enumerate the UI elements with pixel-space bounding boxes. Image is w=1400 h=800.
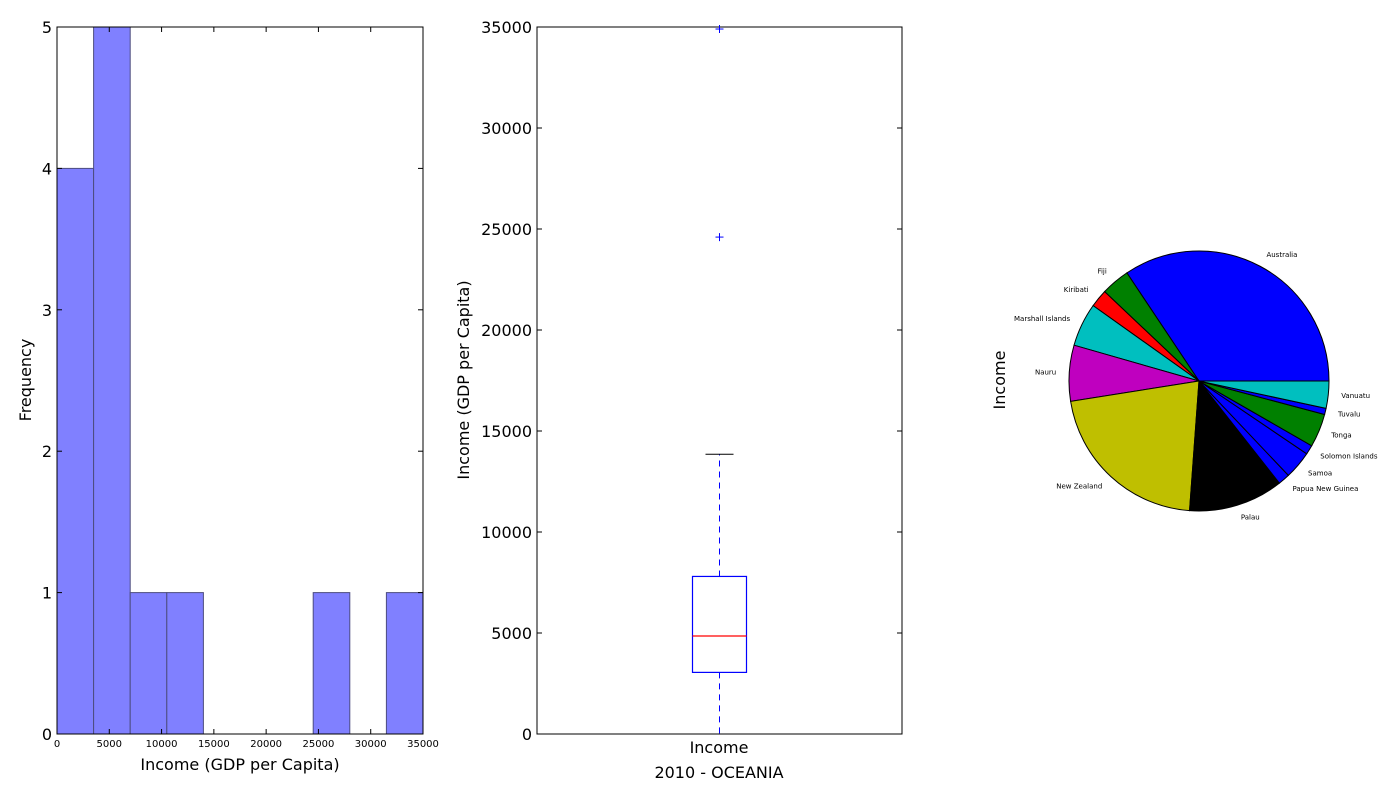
histogram-bar (56, 167, 95, 735)
pie-slice-label: Tuvalu (1337, 411, 1360, 419)
boxplot-y-tick-label: 35000 (481, 18, 532, 37)
pie-slice (1070, 380, 1200, 512)
boxplot-y-axis-label: Income (GDP per Capita) (454, 280, 473, 479)
pie-slice (1189, 379, 1281, 512)
boxplot-y-tick-label: 25000 (481, 220, 532, 239)
boxplot-category-label: Income (690, 738, 749, 757)
boxplot-x-axis-label: 2010 - OCEANIA (654, 763, 783, 782)
histogram-x-tick-label: 15000 (198, 739, 230, 750)
histogram-y-tick-label: 5 (42, 18, 52, 37)
boxplot-y-tick-label: 10000 (481, 523, 532, 542)
pie-slice-label: Marshall Islands (1014, 315, 1071, 323)
histogram-chart: 0 1 2 3 4 5 0 5000 10000 15000 20000 25000 30000 350… (16, 18, 439, 774)
histogram-x-tick-label: 20000 (250, 739, 282, 750)
histogram-plot-frame (56, 26, 424, 735)
histogram-y-tick-label: 3 (42, 301, 52, 320)
pie-slice-label: Kiribati (1064, 286, 1089, 294)
pie-chart: Australia Fiji Kiribati Marshall Islands Nau… (990, 250, 1378, 522)
histogram-bar (166, 592, 204, 735)
histogram-x-tick-label: 35000 (407, 739, 439, 750)
pie-slice-label: Australia (1266, 251, 1297, 259)
pie-slice-label: Vanuatu (1341, 392, 1370, 400)
histogram-y-tick-label: 1 (42, 584, 52, 603)
boxplot-y-tick-label: 0 (522, 725, 532, 744)
pie-slice-label: Solomon Islands (1320, 453, 1378, 461)
pie-slice-label: Tonga (1330, 432, 1352, 440)
histogram-x-tick-label: 5000 (97, 739, 122, 750)
histogram-x-tick-label: 30000 (355, 739, 387, 750)
histogram-bar (129, 592, 168, 735)
histogram-y-tick-label: 4 (42, 159, 52, 178)
boxplot-outlier (715, 233, 724, 242)
histogram-y-tick-label: 0 (42, 725, 52, 744)
boxplot-outlier (715, 25, 724, 34)
boxplot-chart: 0 5000 10000 15000 20000 25000 30000 35000 Inco… (454, 18, 903, 782)
boxplot-y-tick-label: 15000 (481, 422, 532, 441)
boxplot-y-tick-label: 20000 (481, 321, 532, 340)
pie-y-axis-label: Income (990, 351, 1009, 410)
histogram-y-tick-label: 2 (42, 442, 52, 461)
histogram-x-tick-label: 0 (54, 739, 60, 750)
histogram-bar (385, 592, 424, 735)
pie-slice-label: Palau (1241, 514, 1260, 522)
histogram-bar (93, 26, 131, 735)
histogram-y-axis-label: Frequency (16, 339, 35, 422)
pie-slice-label: Papua New Guinea (1292, 485, 1358, 493)
boxplot-plot-frame (536, 26, 903, 735)
pie-slice (1198, 380, 1330, 409)
histogram-x-tick-label: 10000 (146, 739, 178, 750)
histogram-x-tick-label: 25000 (303, 739, 335, 750)
pie-slice-label: Samoa (1308, 470, 1332, 478)
boxplot-y-tick-label: 30000 (481, 119, 532, 138)
pie-slice-label: Nauru (1035, 368, 1056, 376)
pie-slice-label: Fiji (1097, 268, 1106, 276)
histogram-bar (312, 592, 351, 735)
histogram-x-axis-label: Income (GDP per Capita) (140, 755, 339, 774)
pie-slice-label: New Zealand (1056, 482, 1102, 490)
boxplot-y-tick-label: 5000 (491, 624, 532, 643)
boxplot-box (691, 575, 748, 673)
